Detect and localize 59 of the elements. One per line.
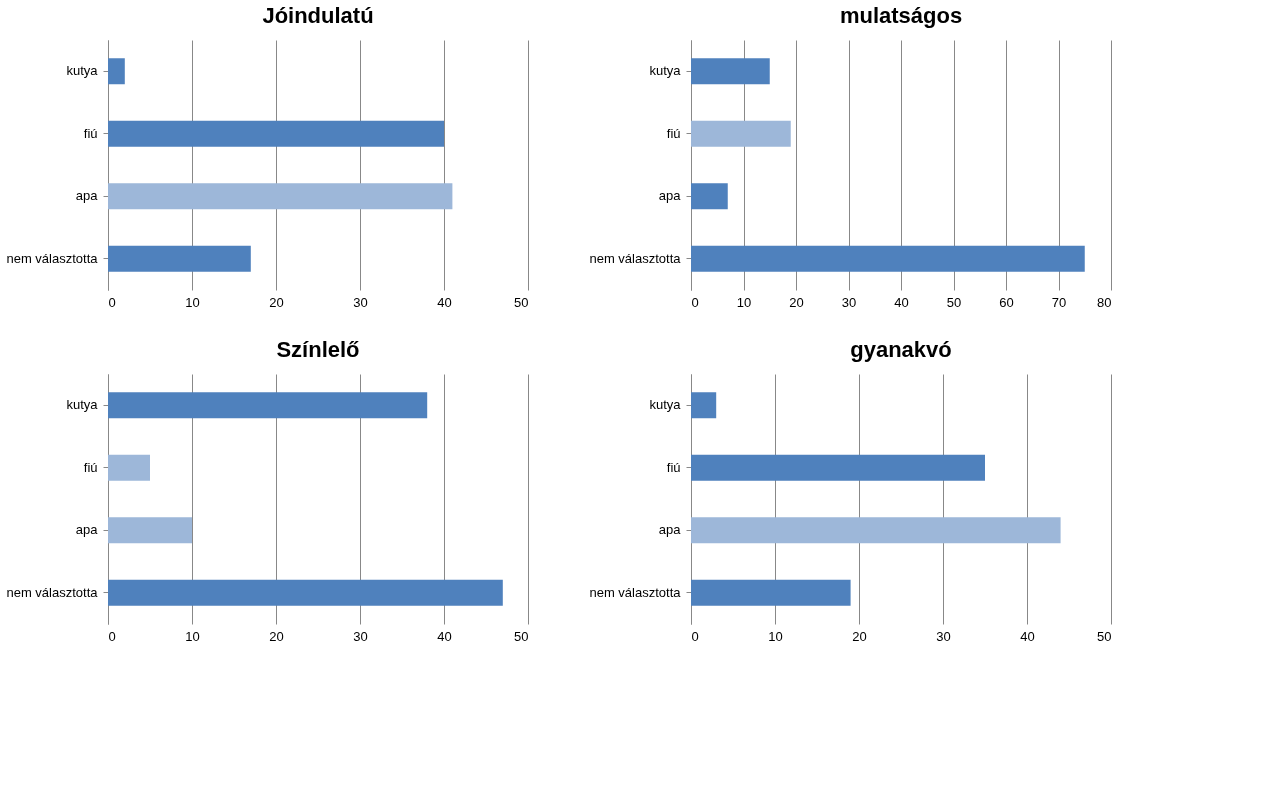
bar [691,120,791,147]
y-tick-label: apa [658,188,682,204]
chart-title: Jóindulatú [262,3,374,28]
y-tick-label: fiú [83,125,98,141]
x-tick-label: 50 [514,294,529,310]
x-tick-label: 10 [185,628,200,644]
x-tick-label: 70 [1051,294,1067,310]
x-tick-label: 0 [108,628,116,644]
chart-title: gyanakvó [850,337,952,362]
x-tick-label: 0 [108,294,116,310]
y-tick-label: fiú [666,459,681,475]
x-tick-label: 50 [1097,628,1112,644]
x-tick-label: 40 [894,294,909,310]
y-tick-label: kutya [649,63,682,79]
bar [108,245,251,272]
x-tick-label: 10 [185,294,200,310]
y-tick-label: kutya [649,397,682,413]
bar [691,579,851,606]
y-tick-label: nem választotta [6,584,99,600]
x-tick-label: 80 [1097,294,1112,310]
x-tick-label: 50 [946,294,962,310]
chart-title: Színlelő [276,337,360,362]
y-tick-label: apa [75,188,99,204]
y-tick-label: kutya [66,63,99,79]
x-tick-label: 50 [514,628,529,644]
x-tick-label: 30 [936,628,951,644]
x-tick-label: 10 [736,294,752,310]
y-tick-label: fiú [666,125,681,141]
y-tick-label: apa [658,522,682,538]
y-tick-label: fiú [83,459,98,475]
x-tick-label: 40 [437,294,452,310]
y-tick-label: nem választotta [589,584,682,600]
bar [108,183,453,210]
bar [691,58,770,85]
x-tick-label: 0 [691,628,699,644]
y-tick-label: apa [75,522,99,538]
x-tick-label: 0 [691,294,699,310]
y-tick-label: kutya [66,397,99,413]
y-tick-label: nem választotta [6,250,99,266]
bar [108,120,444,147]
x-tick-label: 40 [1020,628,1035,644]
x-tick-label: 30 [841,294,857,310]
x-tick-label: 40 [437,628,452,644]
x-tick-label: 20 [269,628,284,644]
bar [108,58,125,85]
x-tick-label: 30 [353,294,368,310]
x-tick-label: 20 [789,294,804,310]
bar [691,517,1061,544]
x-tick-label: 20 [269,294,284,310]
chart-title: mulatságos [839,3,963,28]
bar [691,454,985,481]
x-tick-label: 20 [852,628,867,644]
x-tick-label: 30 [353,628,368,644]
bar [691,183,728,210]
x-tick-label: 10 [768,628,783,644]
bar [691,392,717,419]
bar [691,245,1085,272]
x-tick-label: 60 [999,294,1014,310]
y-tick-label: nem választotta [589,250,682,266]
